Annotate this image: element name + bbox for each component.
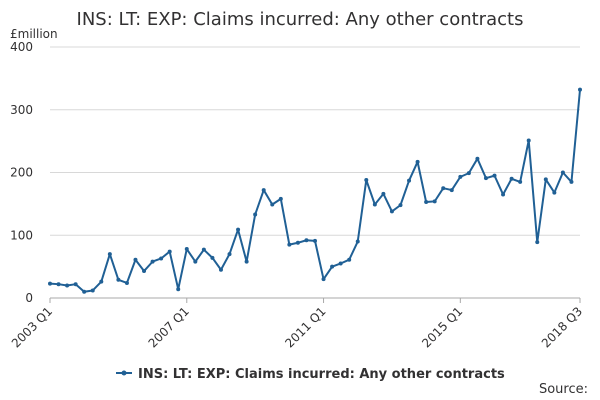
y-axis-ticks: 0 100 200 300 400 (10, 40, 33, 305)
data-point (407, 178, 412, 183)
data-point (578, 87, 582, 92)
data-point (330, 264, 335, 269)
data-point (167, 249, 172, 254)
series-layer (48, 87, 582, 294)
data-point (90, 288, 95, 293)
data-point (518, 179, 523, 184)
data-point (201, 247, 206, 252)
data-point (543, 177, 548, 182)
data-point (73, 282, 78, 287)
data-point (270, 202, 275, 207)
data-point (492, 173, 497, 178)
data-point (458, 174, 463, 179)
data-point (432, 199, 437, 204)
legend-label: INS: LT: EXP: Claims incurred: Any other… (138, 367, 505, 382)
source-label: Source: (539, 382, 588, 397)
x-axis-ticks: 2003 Q1 2007 Q1 2011 Q1 2015 Q1 2018 Q3 (9, 298, 585, 350)
data-point (338, 261, 343, 266)
data-point (355, 239, 360, 244)
series-line (49, 89, 581, 293)
data-point (253, 212, 258, 217)
data-point (176, 287, 181, 292)
y-tick-label: 400 (10, 40, 33, 54)
data-point (501, 192, 506, 197)
data-point (449, 188, 454, 193)
data-point (441, 186, 446, 191)
series-markers (48, 87, 582, 294)
data-point (364, 178, 369, 183)
data-point (313, 238, 317, 243)
x-tick-label: 2011 Q1 (282, 304, 328, 350)
data-point (304, 238, 309, 243)
y-axis-unit-label: £million (10, 27, 58, 41)
data-point (287, 242, 292, 247)
data-point (116, 277, 121, 282)
data-point (56, 282, 61, 287)
x-tick-label: 2015 Q1 (419, 304, 465, 350)
data-point (65, 283, 70, 288)
data-point (552, 190, 557, 195)
data-point (142, 269, 147, 274)
data-point (48, 281, 52, 286)
data-point (193, 259, 198, 264)
data-point (150, 259, 155, 264)
data-point (99, 279, 104, 284)
data-point (184, 247, 189, 252)
data-point (475, 156, 480, 161)
data-point (483, 176, 488, 181)
data-point (227, 252, 232, 257)
legend-marker-swatch (121, 370, 127, 376)
data-point (569, 179, 574, 184)
data-point (295, 240, 300, 245)
data-point (159, 256, 164, 261)
data-point (381, 191, 386, 196)
data-point (560, 170, 565, 175)
data-point (466, 171, 471, 176)
data-point (347, 257, 352, 262)
x-tick-label: 2018 Q3 (539, 304, 585, 350)
data-point (210, 255, 215, 260)
y-tick-label: 0 (25, 291, 33, 305)
y-tick-label: 100 (10, 228, 33, 242)
data-point (124, 280, 129, 285)
data-point (424, 199, 429, 204)
data-point (389, 209, 394, 214)
y-tick-label: 200 (10, 166, 33, 180)
data-point (372, 202, 377, 207)
data-point (415, 159, 420, 164)
x-tick-label: 2003 Q1 (9, 304, 55, 350)
data-point (133, 257, 138, 262)
data-point (535, 240, 540, 245)
chart-title: INS: LT: EXP: Claims incurred: Any other… (77, 9, 524, 30)
x-tick-label: 2007 Q1 (146, 304, 192, 350)
data-point (244, 259, 249, 264)
data-point (398, 203, 403, 208)
y-tick-label: 300 (10, 103, 33, 117)
data-point (321, 277, 326, 282)
gridlines (50, 46, 580, 236)
data-point (218, 267, 223, 272)
data-point (236, 227, 241, 232)
data-point (509, 176, 514, 181)
data-point (261, 188, 266, 193)
data-point (107, 252, 112, 257)
data-point (526, 138, 531, 143)
data-point (82, 289, 87, 294)
legend: INS: LT: EXP: Claims incurred: Any other… (116, 367, 505, 382)
data-point (278, 196, 283, 201)
